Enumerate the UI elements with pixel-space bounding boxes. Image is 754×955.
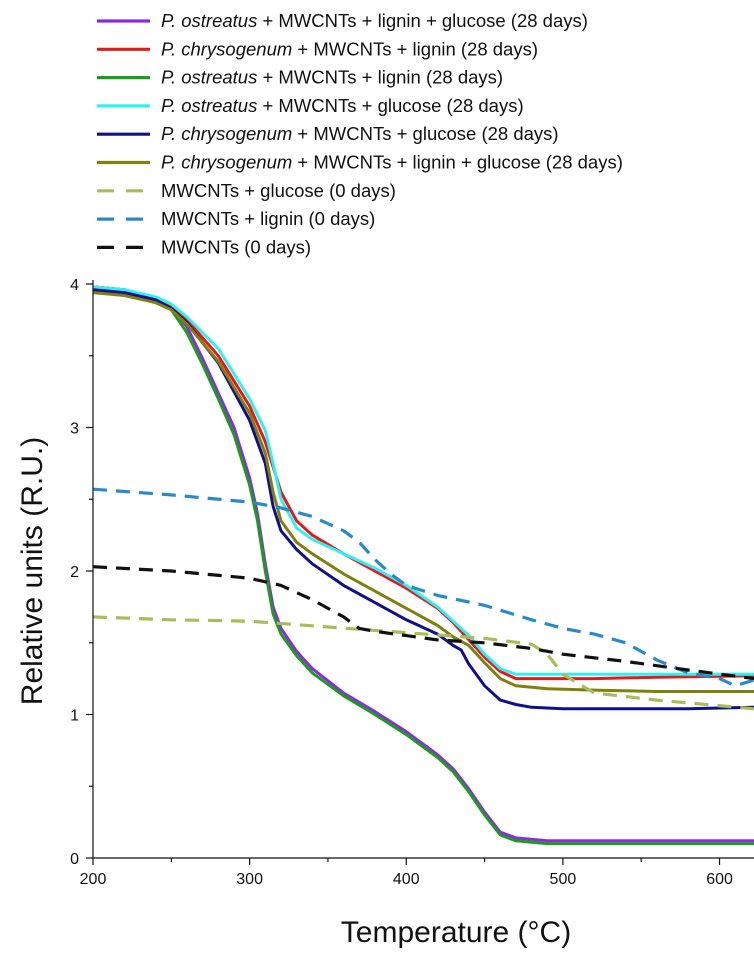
legend-item-1: P. ostreatus + MWCNTs + lignin + glucose… — [97, 10, 588, 31]
legend-item-6: P. chrysogenum + MWCNTs + lignin + gluco… — [97, 152, 623, 173]
legend-label: P. ostreatus + MWCNTs + lignin + glucose… — [161, 10, 588, 31]
series-line-1 — [92, 285, 754, 843]
x-tick-label: 300 — [236, 871, 263, 888]
y-tick-label: 1 — [70, 708, 79, 725]
y-tick-label: 0 — [70, 851, 79, 868]
legend-label: P. ostreatus + MWCNTs + lignin (28 days) — [161, 67, 503, 88]
legend: P. ostreatus + MWCNTs + lignin + glucose… — [97, 10, 623, 257]
series-line-9 — [92, 565, 754, 681]
x-tick-label: 600 — [706, 871, 733, 888]
legend-label: MWCNTs (0 days) — [161, 236, 311, 257]
y-tick-label: 4 — [70, 277, 79, 294]
legend-item-7: MWCNTs + glucose (0 days) — [97, 180, 396, 201]
legend-item-9: MWCNTs (0 days) — [97, 236, 311, 257]
series-layer — [92, 285, 754, 846]
legend-item-3: P. ostreatus + MWCNTs + lignin (28 days) — [97, 67, 503, 88]
y-axis-title: Relative units (R.U.) — [16, 437, 49, 705]
plot-area: 200 300 400 500 600 0 1 2 3 4 — [70, 277, 754, 888]
legend-label: P. chrysogenum + MWCNTs + lignin + gluco… — [161, 152, 623, 173]
legend-item-8: MWCNTs + lignin (0 days) — [97, 208, 375, 229]
x-tick-label: 400 — [393, 871, 420, 888]
y-tick-label: 2 — [70, 564, 79, 581]
series-line-4 — [92, 285, 754, 676]
x-tick-label: 200 — [80, 871, 107, 888]
series-line-5 — [92, 288, 754, 711]
legend-label: P. chrysogenum + MWCNTs + glucose (28 da… — [161, 123, 559, 144]
series-line-6 — [92, 291, 754, 693]
legend-item-4: P. ostreatus + MWCNTs + glucose (28 days… — [97, 95, 524, 116]
x-axis-title: Temperature (°C) — [341, 916, 571, 949]
legend-label: P. ostreatus + MWCNTs + glucose (28 days… — [161, 95, 524, 116]
y-tick-label: 3 — [70, 421, 79, 438]
legend-label: P. chrysogenum + MWCNTs + lignin (28 day… — [161, 38, 538, 59]
series-line-8 — [92, 487, 754, 688]
axes-layer: 200 300 400 500 600 0 1 2 3 4 — [70, 277, 754, 888]
legend-label: MWCNTs + lignin (0 days) — [161, 208, 375, 229]
x-tick-label: 500 — [550, 871, 577, 888]
series-line-7 — [92, 615, 754, 711]
legend-item-5: P. chrysogenum + MWCNTs + glucose (28 da… — [97, 123, 559, 144]
legend-label: MWCNTs + glucose (0 days) — [161, 180, 396, 201]
legend-item-2: P. chrysogenum + MWCNTs + lignin (28 day… — [97, 38, 538, 59]
series-line-3 — [92, 289, 754, 846]
